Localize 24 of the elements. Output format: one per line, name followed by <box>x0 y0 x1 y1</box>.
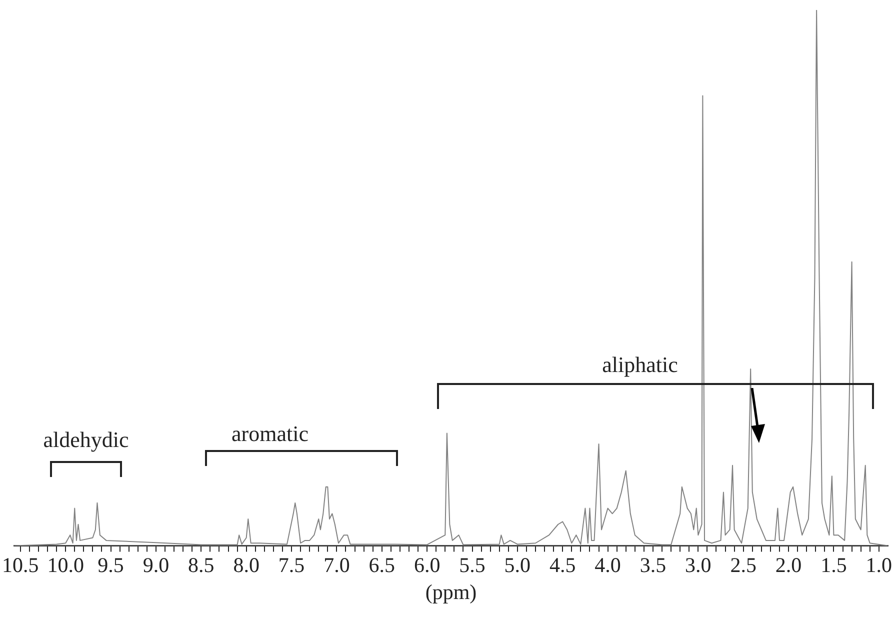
x-tick-label: 3.0 <box>685 552 712 577</box>
x-tick-label: 4.5 <box>549 552 576 577</box>
annotation: aromatic <box>232 420 309 446</box>
x-tick-label: 7.5 <box>278 552 305 577</box>
x-tick-label: 5.5 <box>459 552 486 577</box>
x-tick-label: 6.5 <box>368 552 396 577</box>
x-tick-label: 10.5 <box>2 552 39 577</box>
x-tick-label: 4.0 <box>594 552 621 577</box>
annotation: aldehydic <box>43 426 129 452</box>
x-tick-label: 9.0 <box>142 552 170 577</box>
x-tick-label: 1.0 <box>866 552 892 577</box>
x-tick-label: 2.0 <box>775 552 802 577</box>
x-tick-label: 9.5 <box>98 552 124 577</box>
x-tick-label: 10.0 <box>47 552 84 577</box>
x-tick-label: 1.5 <box>820 552 847 577</box>
x-tick-label: 3.5 <box>640 552 666 577</box>
x-tick-label: 7.0 <box>324 552 350 577</box>
x-tick-label: 8.0 <box>233 552 260 577</box>
x-tick-label: 2.5 <box>730 552 756 577</box>
annotation: aliphatic <box>602 352 678 377</box>
x-tick-label: 8.5 <box>188 552 214 577</box>
x-axis-title: (ppm) <box>425 580 477 604</box>
x-tick-label: 6.0 <box>414 552 440 577</box>
x-tick-label: 5.0 <box>504 552 531 577</box>
